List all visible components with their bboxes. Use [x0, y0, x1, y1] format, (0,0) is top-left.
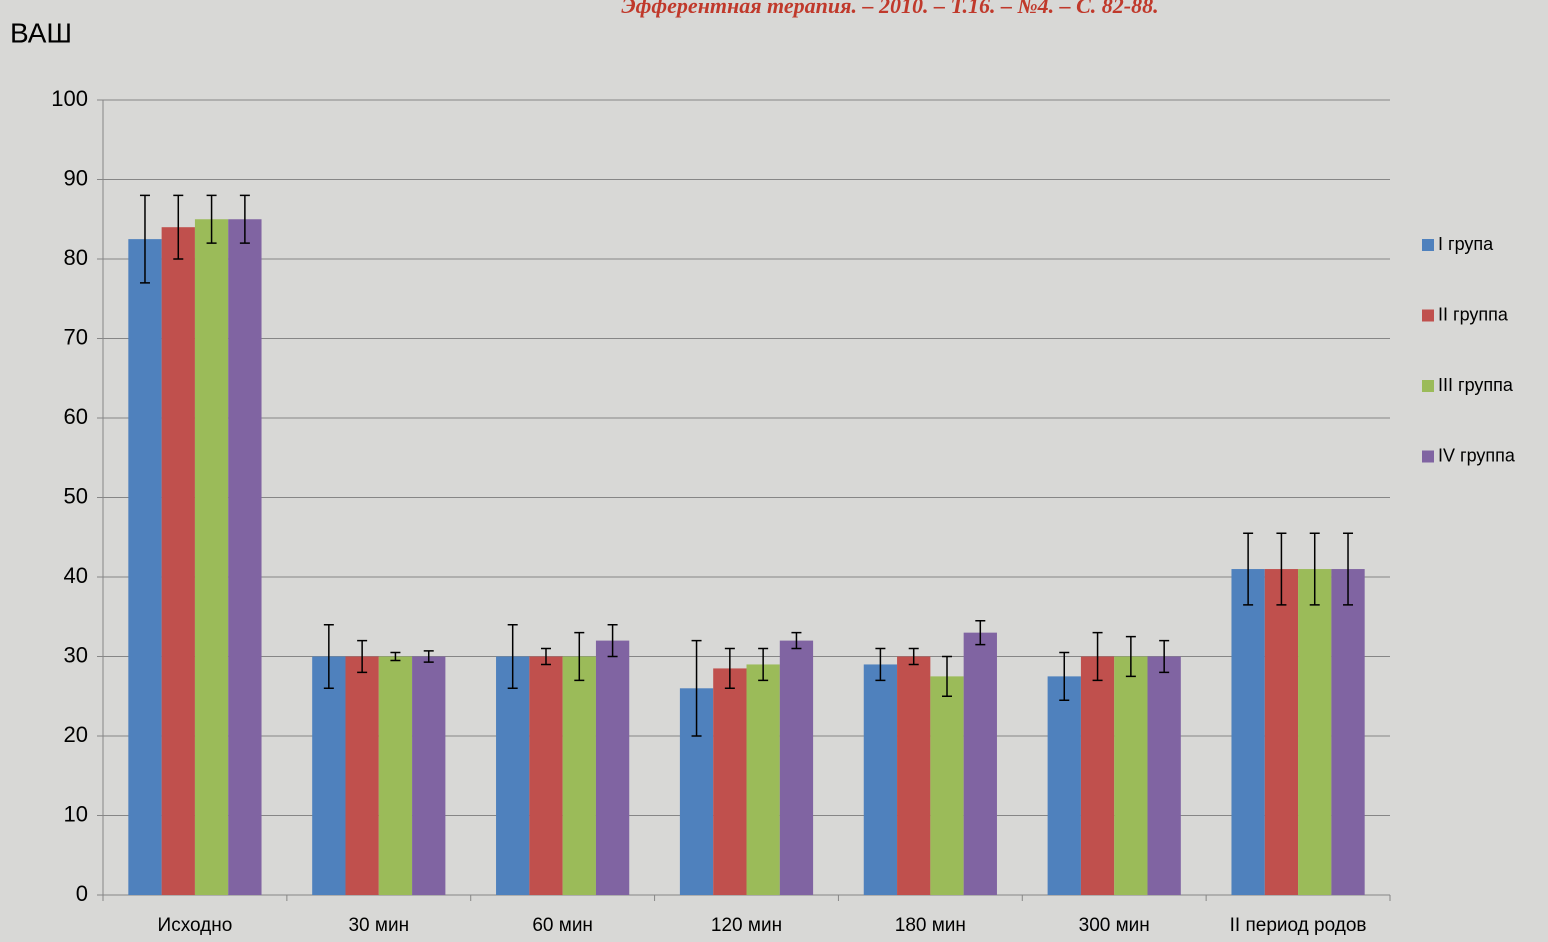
- error-bar: [1059, 651, 1070, 701]
- bar: [897, 656, 931, 895]
- y-tick-label: 50: [64, 483, 88, 508]
- bar: [228, 219, 262, 895]
- bar: [1147, 656, 1181, 895]
- error-bar: [607, 623, 618, 658]
- chart-title: Эфферентная терапия. – 2010. – Т.16. – №…: [621, 0, 1158, 18]
- legend-label: III группа: [1438, 375, 1514, 395]
- error-bar: [1309, 532, 1320, 606]
- y-tick-label: 70: [64, 324, 88, 349]
- error-bar: [540, 647, 551, 666]
- error-bar: [173, 194, 184, 260]
- y-tick-label: 80: [64, 245, 88, 270]
- error-bar: [942, 655, 953, 697]
- legend-swatch: [1422, 239, 1434, 251]
- error-bar: [206, 194, 217, 244]
- bar: [412, 656, 446, 895]
- bar: [345, 656, 379, 895]
- bar: [194, 219, 229, 895]
- error-bar: [390, 651, 401, 662]
- y-tick-label: 100: [51, 86, 88, 111]
- bar: [378, 656, 413, 895]
- legend-label: I група: [1438, 234, 1494, 254]
- legend-label: IV группа: [1438, 445, 1516, 465]
- x-tick-label: 180 мин: [895, 915, 966, 936]
- y-axis-label: ВАШ: [10, 17, 72, 48]
- x-tick-label: 300 мин: [1079, 915, 1150, 936]
- y-tick-label: 30: [64, 642, 88, 667]
- error-bar: [1092, 631, 1103, 682]
- error-bar: [574, 631, 585, 682]
- error-bar: [423, 650, 434, 663]
- bar: [1080, 656, 1115, 895]
- x-tick-label: II период родов: [1230, 915, 1367, 936]
- bar: [713, 668, 747, 895]
- bar: [1264, 569, 1299, 895]
- legend-label: II группа: [1438, 304, 1509, 324]
- y-tick-label: 10: [64, 801, 88, 826]
- legend-swatch: [1422, 380, 1434, 392]
- x-tick-label: 60 мин: [532, 915, 593, 936]
- error-bar: [1276, 532, 1287, 606]
- bar: [161, 227, 195, 895]
- y-tick-label: 0: [76, 881, 88, 906]
- bar: [746, 664, 780, 895]
- error-bar: [1343, 532, 1354, 606]
- bar: [1298, 569, 1332, 895]
- bar: [930, 676, 964, 895]
- legend-swatch: [1422, 450, 1434, 463]
- bar: [1231, 569, 1265, 895]
- bar: [779, 640, 814, 895]
- x-tick-label: Исходно: [158, 915, 233, 936]
- bar: [529, 656, 563, 895]
- error-bar: [908, 647, 919, 666]
- error-bar: [1159, 639, 1170, 674]
- error-bar: [239, 194, 250, 244]
- x-tick-label: 30 мин: [348, 915, 409, 936]
- error-bar: [875, 647, 886, 682]
- bar: [863, 664, 898, 895]
- bar: [1331, 569, 1365, 895]
- bar: [1047, 676, 1081, 895]
- error-bar: [507, 623, 518, 690]
- bar: [562, 656, 596, 895]
- x-tick-label: 120 мин: [711, 915, 782, 936]
- legend-swatch: [1422, 309, 1434, 322]
- error-bar: [1125, 635, 1136, 678]
- y-tick-label: 40: [64, 563, 88, 588]
- bar: [128, 239, 162, 895]
- error-bar: [691, 639, 702, 737]
- error-bar: [975, 619, 986, 646]
- y-tick-label: 90: [64, 165, 88, 190]
- bar: [595, 640, 630, 895]
- error-bar: [724, 647, 735, 690]
- error-bar: [758, 647, 769, 682]
- bar: [963, 632, 997, 895]
- bar: [496, 656, 530, 895]
- bar: [1114, 656, 1148, 895]
- error-bar: [791, 631, 802, 650]
- y-tick-label: 20: [64, 722, 88, 747]
- error-bar: [323, 623, 334, 690]
- error-bar: [139, 194, 150, 284]
- y-tick-label: 60: [64, 404, 88, 429]
- error-bar: [357, 639, 368, 674]
- bar: [312, 656, 346, 895]
- error-bar: [1243, 532, 1254, 606]
